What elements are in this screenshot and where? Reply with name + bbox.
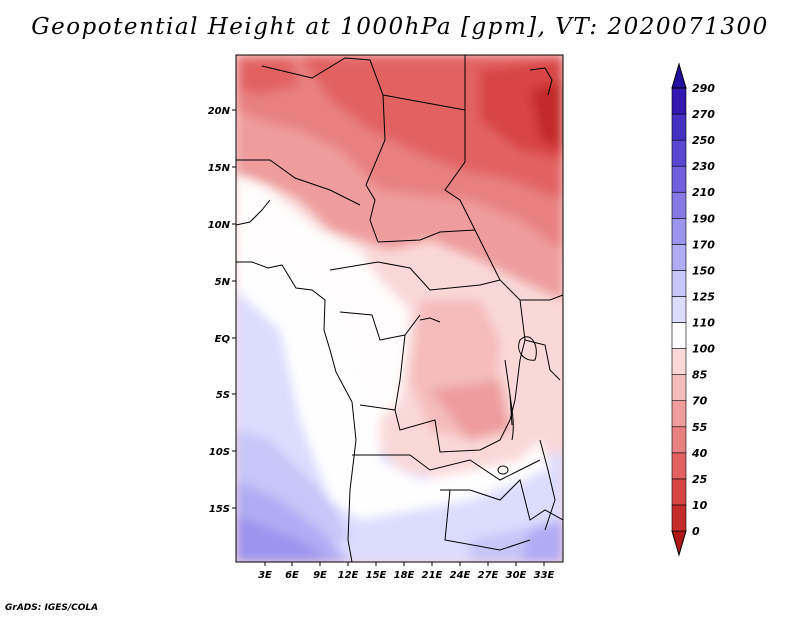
lon-label-30e: 30E [506,570,527,581]
lon-label-12e: 12E [338,570,359,581]
country-borders [236,55,563,562]
chart-title: Geopotential Height at 1000hPa [gpm], VT… [31,14,769,40]
lakes [419,317,537,475]
lat-label-20n: 20N [208,106,231,117]
colorbar-label: 85 [692,369,708,382]
height-field [236,55,563,562]
lat-label-15n: 15N [208,163,231,174]
lon-label-33e: 33E [534,570,555,581]
colorbar-label: 270 [692,108,715,121]
colorbar-label: 190 [692,212,715,225]
colorbar-label: 100 [692,343,715,356]
colorbar-segment [671,165,687,193]
colorbar-label: 70 [692,395,708,408]
colorbar-label: 170 [692,238,715,251]
colorbar-label: 25 [692,473,708,486]
colorbar-arrow-low [671,530,687,557]
lon-label-27e: 27E [478,570,499,581]
colorbar-label: 40 [691,447,708,460]
lon-label-9e: 9E [313,570,327,581]
colorbar-segment [671,244,687,271]
colorbar-segment [671,87,687,115]
colorbar-arrow-high [671,62,687,89]
colorbar-label: 250 [692,134,715,147]
colorbar-segment [671,191,687,219]
lon-axis [264,562,545,566]
lon-label-21e: 21E [422,570,443,581]
colorbar-label: 55 [692,421,708,434]
lon-label-18e: 18E [394,570,415,581]
colorbar-label: 110 [692,317,715,330]
colorbar-segment [671,348,687,375]
colorbar-label: 290 [692,82,715,95]
colorbar-segment [671,217,687,245]
colorbar-segment [671,400,687,428]
map-frame [235,54,564,563]
colorbar-label: 0 [692,525,700,538]
colorbar: 0 10 25 40 55 70 85 100 110 125 150 170 190 210 230 250… [671,62,715,557]
lat-label-eq: EQ [215,334,231,345]
lon-label-6e: 6E [285,570,299,581]
colorbar-segment [671,296,687,323]
lat-label-5n: 5N [215,277,231,288]
colorbar-label: 125 [692,290,715,303]
colorbar-label: 150 [692,264,715,277]
colorbar-segment [671,322,687,349]
colorbar-label: 10 [692,499,708,512]
grads-credit: GrADS: IGES/COLA [5,603,99,613]
lon-label-24e: 24E [450,570,471,581]
colorbar-segment [671,478,687,506]
colorbar-segment [671,270,687,297]
colorbar-segment [671,374,687,402]
colorbar-segment [671,139,687,167]
colorbar-segment [671,504,687,532]
colorbar-label: 210 [692,186,715,199]
colorbar-label: 230 [692,160,715,173]
lat-label-15s: 15S [209,504,230,515]
colorbar-segment [671,426,687,454]
colorbar-segment [671,113,687,141]
lat-label-10n: 10N [208,220,231,231]
lat-axis [232,109,236,509]
lon-label-15e: 15E [366,570,387,581]
lon-label-3e: 3E [258,570,272,581]
colorbar-segment [671,452,687,480]
lat-label-10s: 10S [209,447,230,458]
lat-label-5s: 5S [216,390,230,401]
